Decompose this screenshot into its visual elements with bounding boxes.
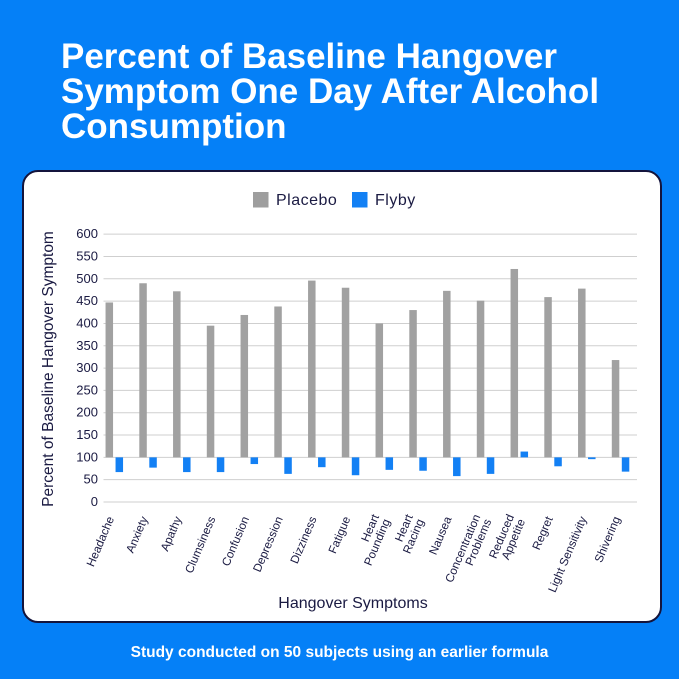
svg-text:400: 400 xyxy=(76,315,98,330)
svg-text:150: 150 xyxy=(76,427,98,442)
svg-text:350: 350 xyxy=(76,338,98,353)
svg-text:500: 500 xyxy=(76,271,98,286)
svg-text:Hangover Symptoms: Hangover Symptoms xyxy=(278,595,427,612)
svg-text:Percent of Baseline Hangover S: Percent of Baseline Hangover Symptom xyxy=(40,231,57,507)
svg-text:450: 450 xyxy=(76,293,98,308)
svg-text:Flyby: Flyby xyxy=(375,192,416,209)
svg-text:50: 50 xyxy=(84,472,98,487)
svg-text:0: 0 xyxy=(91,494,98,509)
svg-text:Placebo: Placebo xyxy=(276,192,337,209)
svg-text:600: 600 xyxy=(76,226,98,241)
svg-text:550: 550 xyxy=(76,248,98,263)
svg-text:200: 200 xyxy=(76,405,98,420)
svg-text:300: 300 xyxy=(76,360,98,375)
svg-text:100: 100 xyxy=(76,449,98,464)
svg-text:250: 250 xyxy=(76,382,98,397)
